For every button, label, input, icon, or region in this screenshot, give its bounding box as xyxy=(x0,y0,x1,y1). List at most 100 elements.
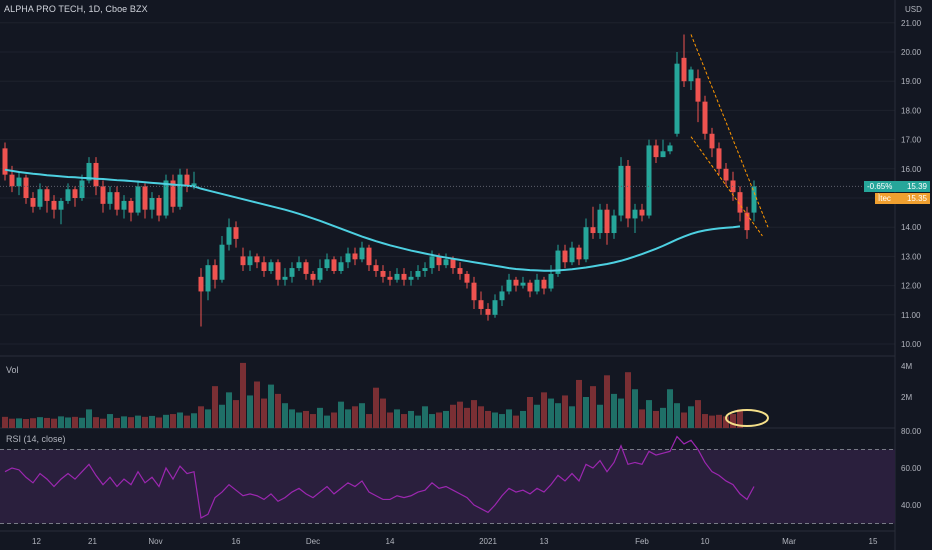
volume-bar xyxy=(450,404,456,428)
volume-bar xyxy=(457,401,463,428)
volume-bar xyxy=(268,384,274,428)
volume-bar xyxy=(415,415,421,428)
volume-bar xyxy=(625,372,631,428)
volume-bar xyxy=(660,407,666,428)
candle-down xyxy=(513,279,519,286)
candle-down xyxy=(709,133,715,149)
volume-bar xyxy=(37,417,43,428)
candle-down xyxy=(576,247,582,260)
ma-tag: 15.35 Ìtec xyxy=(875,193,930,204)
candle-down xyxy=(681,57,687,82)
currency-label: USD xyxy=(905,5,922,14)
volume-bar xyxy=(9,418,15,428)
rsi-tick-label: 40.00 xyxy=(901,501,922,510)
rsi-tick-label: 80.00 xyxy=(901,427,922,436)
volume-bar xyxy=(702,414,708,428)
volume-bar xyxy=(135,415,141,428)
candle-up xyxy=(58,200,64,210)
ma-tag-value: 15.35 xyxy=(906,194,927,203)
candle-up xyxy=(429,256,435,269)
candle-up xyxy=(408,276,414,280)
volume-bar xyxy=(93,417,99,428)
candle-up xyxy=(415,271,421,277)
volume-bar xyxy=(555,403,561,428)
rsi-label[interactable]: RSI (14, close) xyxy=(6,434,66,444)
time-tick-label: Dec xyxy=(306,537,320,546)
candle-up xyxy=(632,209,638,219)
volume-label[interactable]: Vol xyxy=(6,365,19,375)
candle-down xyxy=(541,279,547,289)
candle-down xyxy=(212,265,218,280)
candle-down xyxy=(527,282,533,292)
candle-down xyxy=(114,192,120,210)
volume-bar xyxy=(233,400,239,428)
last-price-change: -0.65% xyxy=(867,182,893,191)
volume-bar xyxy=(422,406,428,428)
symbol-title[interactable]: ALPHA PRO TECH, 1D, Cboe BZX xyxy=(4,4,148,14)
volume-bar xyxy=(737,409,743,428)
candle-up xyxy=(37,189,43,207)
volume-bar xyxy=(632,389,638,428)
volume-tick-label: 4M xyxy=(901,362,912,371)
volume-bar xyxy=(226,392,232,428)
volume-highlight-ellipse[interactable] xyxy=(725,409,769,427)
volume-bar xyxy=(289,409,295,428)
candle-down xyxy=(100,186,106,204)
candle-down xyxy=(723,168,729,181)
candle-down xyxy=(562,250,568,263)
candle-down xyxy=(352,253,358,260)
time-tick-label: 14 xyxy=(386,537,395,546)
volume-bar xyxy=(394,409,400,428)
candle-up xyxy=(65,189,71,201)
price-tick-label: 11.00 xyxy=(901,311,921,320)
price-tick-label: 16.00 xyxy=(901,165,922,174)
volume-bar xyxy=(527,397,533,428)
volume-bar xyxy=(723,416,729,428)
candle-up xyxy=(660,151,666,158)
time-tick-label: 16 xyxy=(232,537,241,546)
candle-up xyxy=(597,209,603,234)
trend-channel[interactable] xyxy=(690,34,769,237)
volume-bar xyxy=(569,406,575,428)
volume-bar xyxy=(156,417,162,428)
time-axis[interactable]: 12 21 Nov 16 Dec 14 2021 13 Feb 10 Mar 15 xyxy=(32,537,878,546)
volume-bar xyxy=(520,410,526,428)
candle-down xyxy=(387,276,393,280)
volume-bar xyxy=(611,393,617,428)
candle-up xyxy=(205,265,211,292)
volume-bar xyxy=(107,414,113,428)
volume-bar xyxy=(331,412,337,428)
candle-down xyxy=(737,192,743,213)
volume-bar xyxy=(191,413,197,428)
candle-up xyxy=(422,268,428,271)
candle-up xyxy=(163,180,169,216)
candle-down xyxy=(639,209,645,216)
candle-up xyxy=(268,262,274,271)
candle-down xyxy=(478,300,484,309)
volume-bar xyxy=(317,407,323,428)
candle-up xyxy=(289,268,295,277)
volume-bar xyxy=(709,415,715,428)
trend-channel-line xyxy=(690,136,763,237)
volume-bar xyxy=(86,409,92,428)
volume-bar xyxy=(352,406,358,428)
candle-down xyxy=(604,209,610,234)
rsi-band xyxy=(0,449,895,524)
candle-down xyxy=(331,259,337,271)
candle-down xyxy=(716,148,722,169)
volume-bar xyxy=(219,404,225,428)
volume-bar xyxy=(72,416,78,428)
volume-bar xyxy=(688,406,694,428)
candle-down xyxy=(72,189,78,198)
volume-bar xyxy=(100,418,106,428)
candle-down xyxy=(44,189,50,201)
volume-bar xyxy=(282,403,288,428)
moving-average-line xyxy=(4,168,741,272)
volume-bar xyxy=(646,400,652,428)
volume-bars xyxy=(2,362,743,428)
candle-down xyxy=(401,273,407,280)
candle-up xyxy=(443,259,449,266)
candle-down xyxy=(184,174,190,187)
candle-up xyxy=(247,256,253,266)
